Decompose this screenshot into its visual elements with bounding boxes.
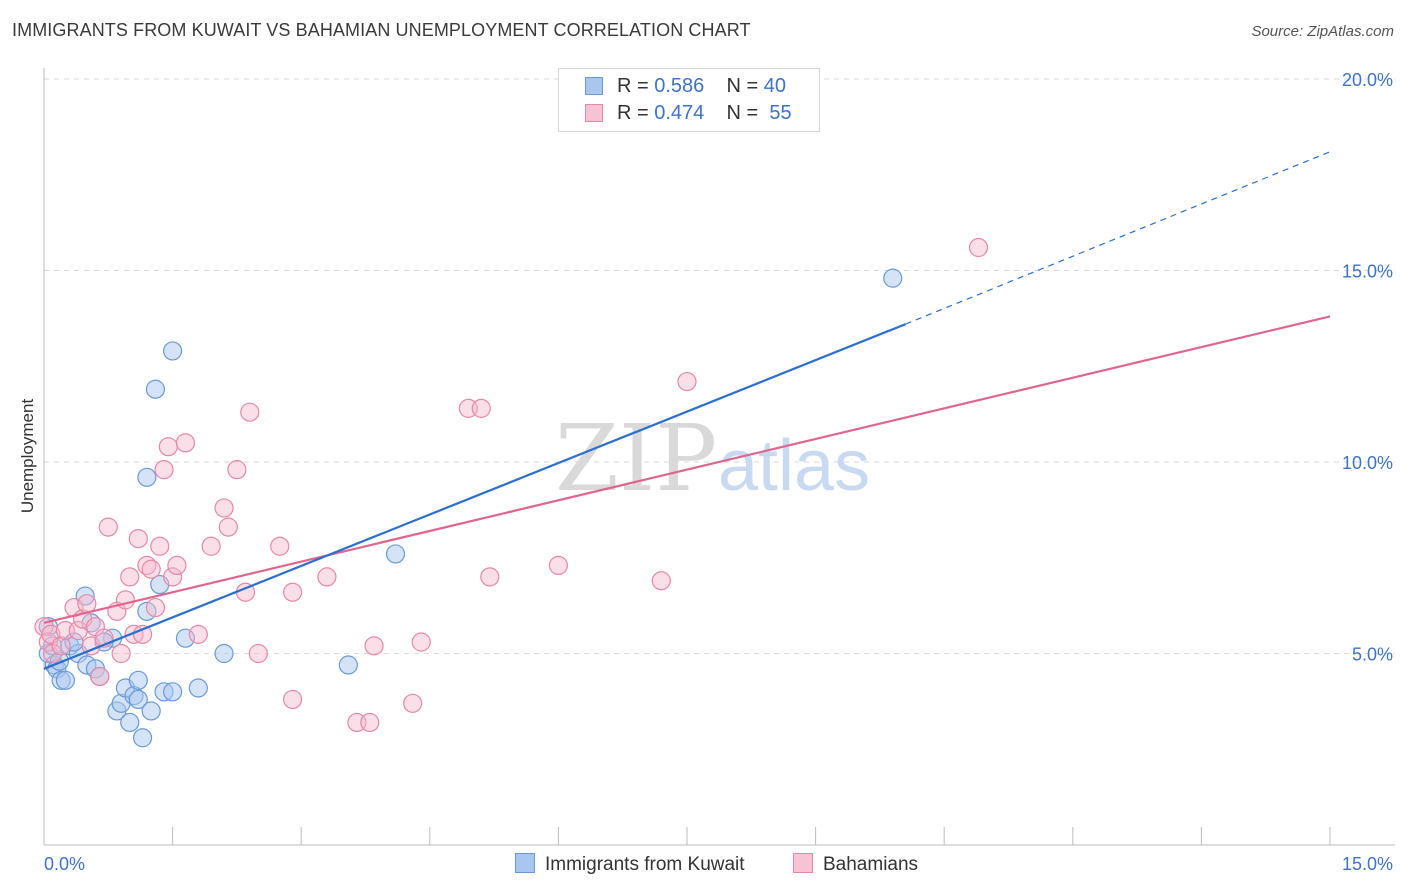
watermark-atlas: atlas [718, 426, 870, 506]
kuwait-swatch [585, 77, 603, 95]
kuwait-trend-line [43, 323, 907, 670]
bahamians-point [188, 624, 208, 644]
kuwait-point [175, 628, 196, 648]
y-tick-label: 15.0% [1342, 262, 1393, 282]
bahamians-point [51, 636, 71, 656]
bahamians-point [132, 624, 153, 644]
y-tick-label: 5.0% [1352, 645, 1393, 665]
legend-n-value-kuwait: 40 [763, 75, 787, 97]
bahamians-point [128, 528, 148, 549]
bahamians-point [283, 689, 303, 710]
kuwait-point [128, 670, 148, 690]
kuwait-point [385, 544, 406, 564]
x-tick-label: 0.0% [44, 854, 85, 874]
kuwait-point [120, 712, 140, 733]
bahamians-point [651, 571, 671, 591]
legend-n-label: N = [726, 75, 759, 97]
watermark: ZIP atlas [555, 405, 870, 512]
bahamians-point [111, 643, 131, 664]
y-tick-label: 20.0% [1342, 70, 1393, 90]
legend-r-value-kuwait: 0.586 [654, 75, 705, 97]
bahamians-point [411, 632, 431, 652]
kuwait-point [163, 682, 183, 702]
trend-lines [43, 151, 1331, 670]
bottom-legend-bahamians-label: Bahamians [823, 854, 919, 875]
bahamians-point [270, 536, 290, 556]
bahamians-point [163, 567, 183, 587]
bahamians-point [227, 460, 247, 480]
kuwait-point [128, 689, 148, 710]
series-kuwait-points [38, 268, 903, 748]
kuwait-point [55, 670, 76, 690]
source-label: Source: ZipAtlas.com [1251, 23, 1394, 40]
kuwait-point [883, 268, 903, 288]
kuwait-point [49, 651, 70, 671]
bahamians-point [98, 517, 118, 537]
bahamians-point [150, 536, 170, 556]
bahamians-point [90, 666, 110, 687]
bahamians-point [480, 567, 500, 587]
bahamians-point [218, 517, 238, 537]
bahamians-point [283, 582, 303, 602]
bahamians-point [240, 402, 260, 422]
bahamians-point [403, 693, 423, 713]
bahamians-point [38, 632, 58, 652]
bahamians-point [141, 559, 161, 579]
bahamians-point [677, 371, 697, 392]
kuwait-point [141, 701, 161, 721]
legend-n-value-bahamians: 55 [769, 102, 792, 124]
bahamians-trend-line [43, 315, 1331, 624]
bahamians-point [201, 536, 221, 556]
chart-title: IMMIGRANTS FROM KUWAIT VS BAHAMIAN UNEMP… [12, 20, 751, 40]
legend-r-label: R = [617, 102, 649, 124]
y-axis-label: Unemployment [18, 398, 37, 514]
bahamians-point [968, 237, 989, 258]
bahamians-point [167, 555, 187, 576]
bahamians-point [548, 555, 569, 576]
correlation-legend: R = 0.586 N = 40 R = 0.474 N = 55 [558, 68, 820, 132]
bahamians-point [77, 594, 97, 614]
kuwait-point [132, 728, 153, 748]
axes [43, 68, 1395, 846]
bahamians-point [115, 590, 136, 610]
legend-r-label: R = [617, 75, 649, 97]
bahamians-point [317, 567, 337, 587]
kuwait-point [145, 379, 166, 399]
bottom-legend-kuwait: Immigrants from Kuwait [515, 853, 745, 876]
y-tick-label: 10.0% [1342, 453, 1393, 473]
bahamians-swatch [585, 104, 603, 122]
x-tick-label: 15.0% [1342, 854, 1393, 874]
tick-labels: 5.0% 10.0% 15.0% 20.0% 0.0% 15.0% [44, 70, 1393, 874]
bahamians-point [120, 567, 140, 587]
bahamians-point [364, 636, 384, 656]
kuwait-point [75, 586, 95, 606]
bahamians-swatch [793, 853, 813, 873]
kuwait-point [137, 467, 157, 487]
kuwait-trend-extension [905, 151, 1331, 325]
bahamians-point [214, 498, 234, 518]
kuwait-point [163, 341, 183, 361]
bottom-legend-kuwait-label: Immigrants from Kuwait [545, 854, 745, 875]
bahamians-point [175, 433, 196, 453]
bottom-legend-bahamians: Bahamians [793, 853, 918, 876]
bahamians-point [471, 398, 491, 418]
kuwait-point [214, 643, 234, 664]
bahamians-point [360, 712, 380, 733]
bahamians-point [145, 597, 166, 618]
grid-lines [44, 78, 1395, 654]
kuwait-point [338, 655, 358, 675]
legend-n-label: N = [726, 102, 759, 124]
kuwait-swatch [515, 853, 535, 873]
bahamians-point [248, 643, 268, 664]
kuwait-point [188, 678, 208, 698]
bahamians-point [154, 460, 174, 480]
bahamians-point [158, 437, 178, 457]
legend-r-value-bahamians: 0.474 [654, 102, 705, 124]
